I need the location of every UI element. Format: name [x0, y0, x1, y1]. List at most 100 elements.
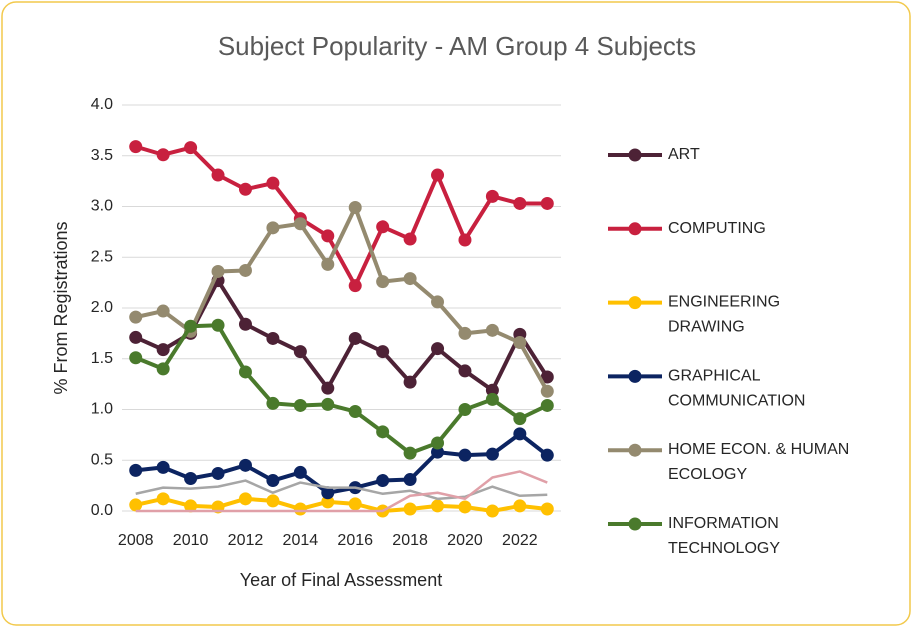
series-line [135, 431, 549, 495]
data-point [293, 398, 307, 412]
data-point [211, 168, 225, 182]
legend-label: ENGINEERING DRAWING [668, 294, 784, 336]
data-point [376, 425, 390, 439]
data-point [540, 370, 554, 384]
data-point [540, 448, 554, 462]
data-point [376, 345, 390, 359]
data-point [513, 427, 527, 441]
legend-label: ART [668, 146, 700, 163]
data-point [238, 263, 252, 277]
data-point [431, 168, 445, 182]
data-point [293, 465, 307, 479]
data-point [458, 233, 472, 247]
data-point [376, 220, 390, 234]
data-point [348, 279, 362, 293]
data-point [156, 148, 170, 162]
data-point [513, 336, 527, 350]
data-point [513, 499, 527, 513]
data-point [184, 141, 198, 155]
x-tick-label: 2008 [118, 532, 154, 549]
data-point [403, 272, 417, 286]
data-point [403, 375, 417, 389]
data-point [266, 221, 280, 235]
legend-marker [628, 369, 642, 383]
data-point [211, 318, 225, 332]
series-line [135, 470, 548, 513]
data-point [348, 331, 362, 345]
data-point [485, 392, 499, 406]
x-tick-label: 2010 [173, 532, 209, 549]
legend-label: GRAPHICAL COMMUNICATION [668, 368, 805, 410]
data-point [156, 343, 170, 357]
data-point [156, 492, 170, 506]
data-point [403, 473, 417, 487]
data-point [458, 364, 472, 378]
data-point [485, 504, 499, 518]
data-point [348, 201, 362, 215]
data-point [458, 448, 472, 462]
data-point [485, 189, 499, 203]
chart-title: Subject Popularity - AM Group 4 Subjects [218, 31, 696, 61]
data-point [540, 384, 554, 398]
data-point [540, 196, 554, 210]
data-point [129, 463, 143, 477]
data-point [376, 474, 390, 488]
y-tick-label: 2.0 [91, 299, 113, 316]
legend-label: HOME ECON. & HUMAN ECOLOGY [668, 441, 854, 483]
data-point [184, 472, 198, 486]
data-point [293, 217, 307, 231]
data-point [348, 405, 362, 419]
data-point [321, 397, 335, 411]
legend-label: COMPUTING [668, 220, 766, 237]
data-point [129, 351, 143, 365]
data-point [513, 412, 527, 426]
x-tick-label: 2016 [337, 532, 373, 549]
data-point [321, 381, 335, 395]
legend-marker [628, 517, 642, 531]
data-point [238, 317, 252, 331]
data-point [266, 494, 280, 508]
legend-marker [628, 148, 642, 162]
series-line [135, 205, 550, 393]
data-point [238, 365, 252, 379]
data-point [266, 474, 280, 488]
data-point [238, 492, 252, 506]
legend-marker [628, 222, 642, 236]
data-point [211, 466, 225, 480]
data-point [211, 264, 225, 278]
data-point [403, 502, 417, 516]
data-point [458, 403, 472, 416]
data-point [184, 499, 198, 513]
data-point [458, 500, 472, 514]
legend-label: INFORMATION TECHNOLOGY [668, 515, 783, 557]
x-tick-label: 2014 [283, 532, 319, 549]
series-line [135, 496, 548, 513]
data-point [485, 383, 499, 397]
y-tick-label: 3.0 [91, 198, 113, 215]
data-point [129, 330, 143, 344]
data-point [293, 502, 307, 516]
data-point [321, 486, 335, 500]
data-point [184, 319, 198, 333]
data-point [156, 304, 170, 318]
legend-marker [628, 443, 642, 457]
series-line [135, 479, 548, 501]
data-point [321, 257, 335, 271]
legend-marker [628, 296, 642, 310]
data-point [129, 498, 143, 512]
data-point [321, 495, 335, 509]
series-line [134, 323, 549, 456]
data-point [431, 445, 445, 459]
data-point [266, 396, 280, 410]
data-point [321, 229, 335, 243]
y-tick-label: 0.0 [91, 502, 113, 519]
data-point [348, 497, 362, 511]
data-point [513, 196, 527, 210]
y-tick-label: 0.5 [91, 451, 113, 468]
data-point [376, 275, 390, 289]
data-point [403, 446, 417, 460]
data-point [156, 362, 170, 376]
data-point [293, 345, 307, 359]
data-point [485, 447, 499, 461]
